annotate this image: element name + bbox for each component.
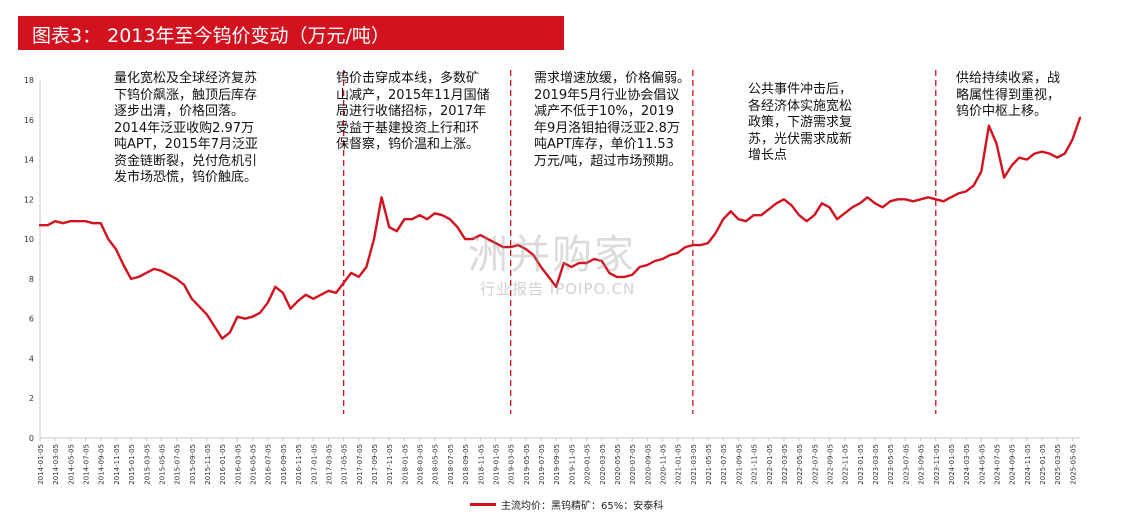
x-tick-label: 2023-07-05 bbox=[902, 444, 910, 485]
x-tick-label: 2022-03-05 bbox=[781, 444, 789, 485]
x-tick-label: 2015-11-05 bbox=[204, 444, 212, 485]
x-tick-label: 2023-01-05 bbox=[857, 444, 865, 485]
x-tick-label: 2017-03-05 bbox=[325, 444, 333, 485]
chart-legend: 主流均价：黑钨精矿：65%：安泰科 bbox=[470, 497, 663, 512]
x-tick-label: 2023-09-05 bbox=[918, 444, 926, 485]
x-tick-label: 2014-05-05 bbox=[67, 444, 75, 485]
x-tick-label: 2021-01-05 bbox=[675, 444, 683, 485]
x-tick-label: 2014-01-05 bbox=[37, 444, 45, 485]
x-tick-label: 2014-11-05 bbox=[113, 444, 121, 485]
watermark-logo: 洲并购家 bbox=[468, 232, 636, 278]
x-tick-label: 2019-09-05 bbox=[553, 444, 561, 485]
x-tick-label: 2014-03-05 bbox=[52, 444, 60, 485]
x-tick-label: 2024-07-05 bbox=[993, 444, 1001, 485]
x-tick-label: 2020-11-05 bbox=[659, 444, 667, 485]
y-tick-label: 6 bbox=[29, 315, 34, 324]
x-tick-label: 2016-11-05 bbox=[295, 444, 303, 485]
x-tick-label: 2017-05-05 bbox=[341, 444, 349, 485]
x-tick-label: 2017-09-05 bbox=[371, 444, 379, 485]
x-tick-label: 2022-05-05 bbox=[796, 444, 804, 485]
x-tick-label: 2018-07-05 bbox=[447, 444, 455, 485]
x-tick-label: 2014-07-05 bbox=[83, 444, 91, 485]
y-tick-label: 16 bbox=[24, 116, 34, 125]
x-tick-label: 2016-05-05 bbox=[250, 444, 258, 485]
x-tick-label: 2015-07-05 bbox=[174, 444, 182, 485]
x-tick-label: 2018-03-05 bbox=[417, 444, 425, 485]
price-series-line bbox=[38, 116, 1082, 340]
x-tick-label: 2019-01-05 bbox=[492, 444, 500, 485]
y-tick-label: 10 bbox=[24, 235, 34, 244]
x-tick-label: 2020-03-05 bbox=[599, 444, 607, 485]
x-tick-label: 2015-01-05 bbox=[128, 444, 136, 485]
annotation-2017-2018: 钨价击穿成本线，多数矿 山减产，2015年11月国储 局进行收储招标，2017年… bbox=[336, 71, 490, 152]
x-tick-label: 2021-03-05 bbox=[690, 444, 698, 485]
x-tick-label: 2017-01-05 bbox=[310, 444, 318, 485]
y-tick-label: 14 bbox=[24, 156, 34, 165]
x-tick-label: 2016-01-05 bbox=[219, 444, 227, 485]
x-tick-label: 2021-05-05 bbox=[705, 444, 713, 485]
x-tick-label: 2015-05-05 bbox=[158, 444, 166, 485]
x-tick-label: 2020-01-05 bbox=[584, 444, 592, 485]
x-tick-label: 2014-09-05 bbox=[98, 444, 106, 485]
x-tick-label: 2023-05-05 bbox=[887, 444, 895, 485]
y-tick-label: 8 bbox=[29, 275, 34, 284]
x-tick-label: 2025-03-05 bbox=[1054, 444, 1062, 485]
x-tick-label: 2016-07-05 bbox=[265, 444, 273, 485]
x-tick-label: 2016-09-05 bbox=[280, 444, 288, 485]
x-tick-label: 2018-01-05 bbox=[401, 444, 409, 485]
annotation-2021-2023: 公共事件冲击后， 各经济体实施宽松 政策，下游需求复 苏，光伏需求成新 增长点 bbox=[748, 82, 853, 163]
x-tick-label: 2022-07-05 bbox=[811, 444, 819, 485]
x-tick-label: 2017-07-05 bbox=[356, 444, 364, 485]
x-tick-label: 2021-11-05 bbox=[751, 444, 759, 485]
x-tick-label: 2025-01-05 bbox=[1039, 444, 1047, 485]
x-tick-label: 2024-11-05 bbox=[1024, 444, 1032, 485]
y-tick-label: 18 bbox=[24, 76, 34, 85]
chart-title: 图表3： 2013年至今钨价变动（万元/吨） bbox=[32, 25, 390, 47]
x-tick-label: 2015-09-05 bbox=[189, 444, 197, 485]
x-tick-label: 2020-07-05 bbox=[629, 444, 637, 485]
annotation-2014-2016: 量化宽松及全球经济复苏 下钨价飙涨，触顶后库存 逐步出清，价格回落。 2014年… bbox=[114, 71, 259, 185]
x-tick-label: 2023-03-05 bbox=[872, 444, 880, 485]
x-tick-label: 2018-05-05 bbox=[432, 444, 440, 485]
x-tick-label: 2019-03-05 bbox=[508, 444, 516, 485]
legend-swatch bbox=[470, 503, 496, 506]
annotation-2019-2020: 需求增速放缓，价格偏弱。 2019年5月行业协会倡议 减产不低于10%，2019… bbox=[534, 71, 691, 169]
x-tick-label: 2023-11-05 bbox=[933, 444, 941, 485]
x-tick-label: 2019-11-05 bbox=[568, 444, 576, 485]
x-tick-label: 2021-09-05 bbox=[735, 444, 743, 485]
x-tick-label: 2024-09-05 bbox=[1009, 444, 1017, 485]
x-tick-label: 2025-05-05 bbox=[1069, 444, 1077, 485]
x-tick-label: 2017-11-05 bbox=[386, 444, 394, 485]
legend-label: 主流均价：黑钨精矿：65%：安泰科 bbox=[501, 501, 664, 512]
annotation-2024-2025: 供给持续收紧，战 略属性得到重视， 钨价中枢上移。 bbox=[956, 71, 1061, 119]
x-tick-label: 2015-03-05 bbox=[143, 444, 151, 485]
x-tick-label: 2016-03-05 bbox=[234, 444, 242, 485]
x-tick-label: 2021-07-05 bbox=[720, 444, 728, 485]
y-tick-label: 2 bbox=[29, 394, 34, 403]
x-tick-label: 2022-11-05 bbox=[842, 444, 850, 485]
x-tick-label: 2024-01-05 bbox=[948, 444, 956, 485]
x-tick-label: 2019-05-05 bbox=[523, 444, 531, 485]
x-tick-label: 2024-05-05 bbox=[978, 444, 986, 485]
watermark-subtext: 行业报告 IPOIPO.CN bbox=[480, 280, 636, 298]
x-tick-label: 2022-01-05 bbox=[766, 444, 774, 485]
y-tick-label: 12 bbox=[24, 195, 34, 204]
x-tick-label: 2024-03-05 bbox=[963, 444, 971, 485]
x-tick-label: 2019-07-05 bbox=[538, 444, 546, 485]
x-tick-label: 2018-09-05 bbox=[462, 444, 470, 485]
y-tick-label: 4 bbox=[29, 354, 34, 363]
x-tick-label: 2020-05-05 bbox=[614, 444, 622, 485]
x-tick-label: 2018-11-05 bbox=[477, 444, 485, 485]
x-tick-label: 2022-09-05 bbox=[826, 444, 834, 485]
title-bar: 图表3： 2013年至今钨价变动（万元/吨） bbox=[18, 16, 564, 50]
y-tick-label: 0 bbox=[29, 434, 34, 443]
x-tick-label: 2020-09-05 bbox=[644, 444, 652, 485]
